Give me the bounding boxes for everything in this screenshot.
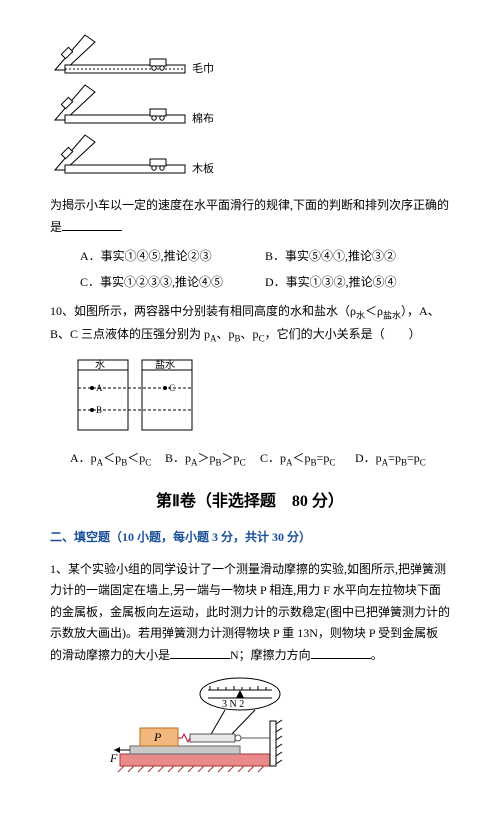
q10-od-text: pA=pB=pC (376, 451, 426, 465)
ramp-label-1: 毛巾 (192, 61, 214, 75)
q10-tail: ，它们的大小关系是（ ） (265, 327, 421, 341)
q9-option-b[interactable]: B．事实⑤④①,推论③② (265, 246, 450, 268)
fill-q1-unit: N；摩擦力方向 (230, 648, 311, 662)
ramps-figure: 毛巾 棉布 木板 (50, 30, 450, 180)
fill-q1-blank2 (311, 646, 371, 659)
q10-option-c[interactable]: C．pA＜pB=pC (260, 448, 355, 471)
q10-pre: 10、如图所示，两容器中分别装有相同高度的水和盐水（ρ (50, 304, 356, 318)
fill-q1-pre: 1、某个实验小组的同学设计了一个测量滑动摩擦的实验,如图所示,把弹簧测力计的一端… (50, 562, 450, 662)
q10-sub2: 盐水 (383, 311, 401, 321)
q10-s2: 、p (241, 327, 259, 341)
q10-oa-text: pA＜pB＜pC (91, 451, 152, 465)
scale-text: 3 N 2 (222, 699, 244, 710)
right-label: 盐水 (155, 358, 175, 371)
q9-option-c[interactable]: C．事实①②③③,推论④⑤ (80, 272, 265, 294)
q10-ob-text: pA＞pB＞pC (185, 451, 246, 465)
section2-title: 第Ⅱ卷（非选择题 80 分） (50, 488, 450, 517)
q9-option-c-text: 事实①②③③,推论④⑤ (100, 275, 223, 289)
q9-stem: 为揭示小车以一定的速度在水平面滑行的规律,下面的判断和排列次序正确的是 (50, 195, 450, 238)
q9-option-d-text: 事实①③②,推论⑤④ (286, 275, 397, 289)
spring-figure: 3 N 2 P F (110, 676, 450, 784)
q10-stem: 10、如图所示，两容器中分别装有相同高度的水和盐水（ρ水＜ρ盐水），A、B、C … (50, 301, 450, 346)
ramp-label-3: 木板 (192, 161, 214, 175)
fill-heading: 二、填空题（10 小题，每小题 3 分，共计 30 分） (50, 527, 450, 549)
fill-q1: 1、某个实验小组的同学设计了一个测量滑动摩擦的实验,如图所示,把弹簧测力计的一端… (50, 559, 450, 667)
block-label: P (153, 730, 162, 744)
q9-option-a[interactable]: A．事实①④⑤,推论②③ (80, 246, 265, 268)
q10-oc-text: pA＜pB=pC (280, 451, 335, 465)
q10-lt: ＜ρ (365, 304, 383, 318)
q9-option-b-text: 事实⑤④①,推论③② (285, 249, 396, 263)
point-c: C (169, 383, 175, 393)
q10-option-d[interactable]: D．pA=pB=pC (355, 448, 450, 471)
ramps-svg: 毛巾 棉布 木板 (50, 30, 230, 180)
q9-options-row2: C．事实①②③③,推论④⑤ D．事实①③②,推论⑤④ (80, 272, 450, 294)
containers-svg: 水 A B 盐水 C (70, 355, 200, 440)
q9-option-a-text: 事实①④⑤,推论②③ (101, 249, 212, 263)
spring-svg: 3 N 2 P F (110, 676, 310, 776)
fill-q1-tail: 。 (371, 648, 383, 662)
q10-option-b[interactable]: B．pA＞pB＞pC (165, 448, 260, 471)
containers-figure: 水 A B 盐水 C (50, 355, 450, 440)
left-label: 水 (95, 359, 105, 371)
q9-options-row1: A．事实①④⑤,推论②③ B．事实⑤④①,推论③② (80, 246, 450, 268)
q10-option-a[interactable]: A．pA＜pB＜pC (70, 448, 165, 471)
q10-sub1: 水 (356, 311, 365, 321)
force-label: F (110, 751, 118, 765)
q9-blank (62, 218, 122, 231)
fill-q1-blank1 (170, 646, 230, 659)
q9-option-d[interactable]: D．事实①③②,推论⑤④ (265, 272, 450, 294)
q10-options: A．pA＜pB＜pC B．pA＞pB＞pC C．pA＜pB=pC D．pA=pB… (70, 448, 450, 471)
q10-s1: 、p (217, 327, 235, 341)
ramp-label-2: 棉布 (192, 111, 214, 125)
